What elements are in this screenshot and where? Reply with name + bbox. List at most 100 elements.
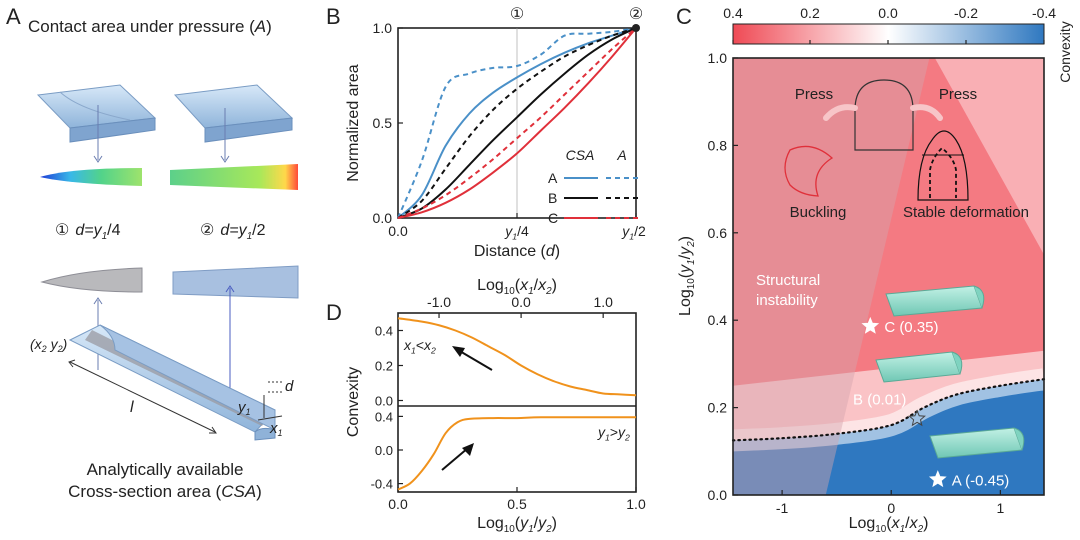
x-tick-label-d-bottom: 0.5 [507, 496, 527, 512]
half-cylinder-a [929, 427, 1025, 459]
x-tick-label-d-top: 0.0 [511, 294, 531, 310]
inset-press-right: Press [939, 86, 977, 103]
y-tick-label-c: 0.4 [708, 312, 728, 328]
y-tick-label-d-bottom: 0.0 [375, 443, 393, 458]
panel-a-letter: A [6, 4, 21, 29]
annotation-y1-gt-y2: y1>y2 [597, 424, 630, 443]
inset-stable-label: Stable deformation [903, 204, 1029, 221]
label-d-half: ② d=y1/2 [200, 222, 266, 242]
convexity-curve-top [397, 317, 637, 397]
x-tick-label-d-bottom: 0.0 [388, 496, 408, 512]
top-marker-1: ① [510, 6, 524, 23]
colorbar-label: Convexity [1057, 21, 1073, 82]
region-label-line-2: instability [756, 292, 818, 309]
x-tick-label-d-top: 1.0 [593, 294, 613, 310]
plot-frame-d [397, 312, 637, 493]
panel-d: D -1.0 0.0 1.0Log10(x1/x2)0.00.20.4x1<x20.… [326, 277, 646, 535]
upper-right-pale [934, 58, 1044, 255]
y-axis-label-d: Convexity [345, 367, 362, 437]
half-cylinder-1 [36, 84, 157, 163]
y-tick-label-b: 0.0 [373, 210, 393, 226]
point-b-label: B (0.01) [853, 392, 906, 409]
region-label-line-1: Structural [756, 272, 820, 289]
inset-buckling-label: Buckling [790, 204, 847, 221]
x-axis-label-d-bottom: Log10(y1/y2) [477, 515, 557, 535]
y-tick-label-c: 0.2 [708, 400, 728, 416]
x-axis-label-d-top: Log10(x1/x2) [477, 277, 557, 297]
panel-d-letter: D [326, 300, 342, 325]
inset-stable-outline [917, 130, 969, 201]
inset-arrow-left [823, 104, 858, 121]
y-tick-label-c: 0.8 [708, 137, 728, 153]
colorbar-tick-label: 0.2 [800, 5, 820, 21]
contact-map-2 [170, 164, 298, 190]
label-d-quarter: ① d=y1/4 [55, 222, 121, 242]
caption-line-2: Cross-section area (CSA) [68, 482, 262, 501]
legend-header-a: A [616, 147, 626, 163]
legend-label: A [548, 170, 558, 186]
endpoint-marker [632, 24, 640, 32]
x-tick-label-b: y1/2 [621, 223, 646, 242]
y-tick-label-d-top: 0.0 [375, 394, 393, 409]
heatmap-body [733, 58, 1044, 495]
point-c-label: C (0.35) [884, 319, 938, 336]
x-tick-label-c: 0 [887, 500, 895, 516]
half-cylinder-c [885, 285, 985, 317]
y-tick-label-d-bottom: 0.4 [375, 409, 393, 424]
point-c-marker [861, 316, 880, 334]
y-tick-label-d-top: 0.2 [375, 359, 393, 374]
coord-label: (x2 y2) [30, 336, 67, 354]
inset-shape-original [854, 79, 914, 151]
cylinder-end [1013, 427, 1025, 451]
annotation-x1-lt-x2: x1<x2 [403, 337, 436, 356]
x-tick-label-b: y1/4 [504, 223, 529, 242]
cylinder-end [951, 351, 963, 375]
arrow-bottom [441, 447, 469, 471]
dim-x1: x1 [269, 420, 283, 438]
series-line-B-a [397, 27, 637, 219]
y-axis-label-c: Log10(y1/y2) [677, 236, 697, 316]
point-b-marker [908, 409, 926, 427]
half-cylinder-main [68, 324, 276, 441]
panel-a: A Contact area under pressure (A) ① d=y1/… [6, 4, 299, 501]
arrow-top [457, 349, 493, 371]
inset-arrow-right [910, 104, 943, 121]
cylinder-end [973, 285, 985, 309]
y-tick-label-d-top: 0.4 [375, 324, 393, 339]
plot-frame-c [732, 57, 1045, 496]
y-axis-label-b: Normalized area [345, 64, 362, 181]
transition-glow [733, 368, 1044, 452]
half-cylinder-b [875, 351, 963, 383]
panel-b-letter: B [326, 4, 341, 29]
top-marker-2: ② [629, 6, 643, 23]
transition-band [733, 350, 1044, 441]
y-tick-label-b: 0.5 [373, 115, 393, 131]
point-a-label: A (-0.45) [952, 473, 1010, 490]
point-a-marker [928, 470, 947, 488]
half-cylinder-2 [173, 84, 294, 163]
caption-line-1: Analytically available [87, 460, 244, 479]
y-tick-label-c: 1.0 [708, 50, 728, 66]
colorbar-tick-label: -0.2 [954, 5, 978, 21]
x-tick-label-d-top: -1.0 [427, 294, 451, 310]
arrowhead-top [452, 346, 465, 357]
inset-press-left: Press [795, 86, 833, 103]
cross-section-1 [40, 267, 143, 293]
x-axis-label-b: Distance (d) [474, 243, 560, 260]
panel-b: B 0.0 0.5 1.0 0.0 y1/4 y1/2 ① ② Distance (d) Norm… [326, 4, 646, 260]
contact-map-1 [40, 168, 142, 186]
panel-c-letter: C [676, 4, 692, 29]
panel-a-title: Contact area under pressure (A) [28, 17, 272, 36]
x-axis-label-c: Log10(x1/x2) [849, 515, 929, 535]
cross-section-2 [172, 265, 299, 299]
legend-header-csa: CSA [566, 147, 595, 163]
y-tick-label-b: 1.0 [373, 20, 393, 36]
dim-d: d [285, 378, 294, 395]
dim-y1: y1 [237, 399, 251, 417]
instability-region [733, 58, 930, 495]
x-tick-label-b: 0.0 [388, 223, 408, 239]
x-tick-label-c: -1 [776, 500, 789, 516]
y-tick-label-c: 0.6 [708, 225, 728, 241]
